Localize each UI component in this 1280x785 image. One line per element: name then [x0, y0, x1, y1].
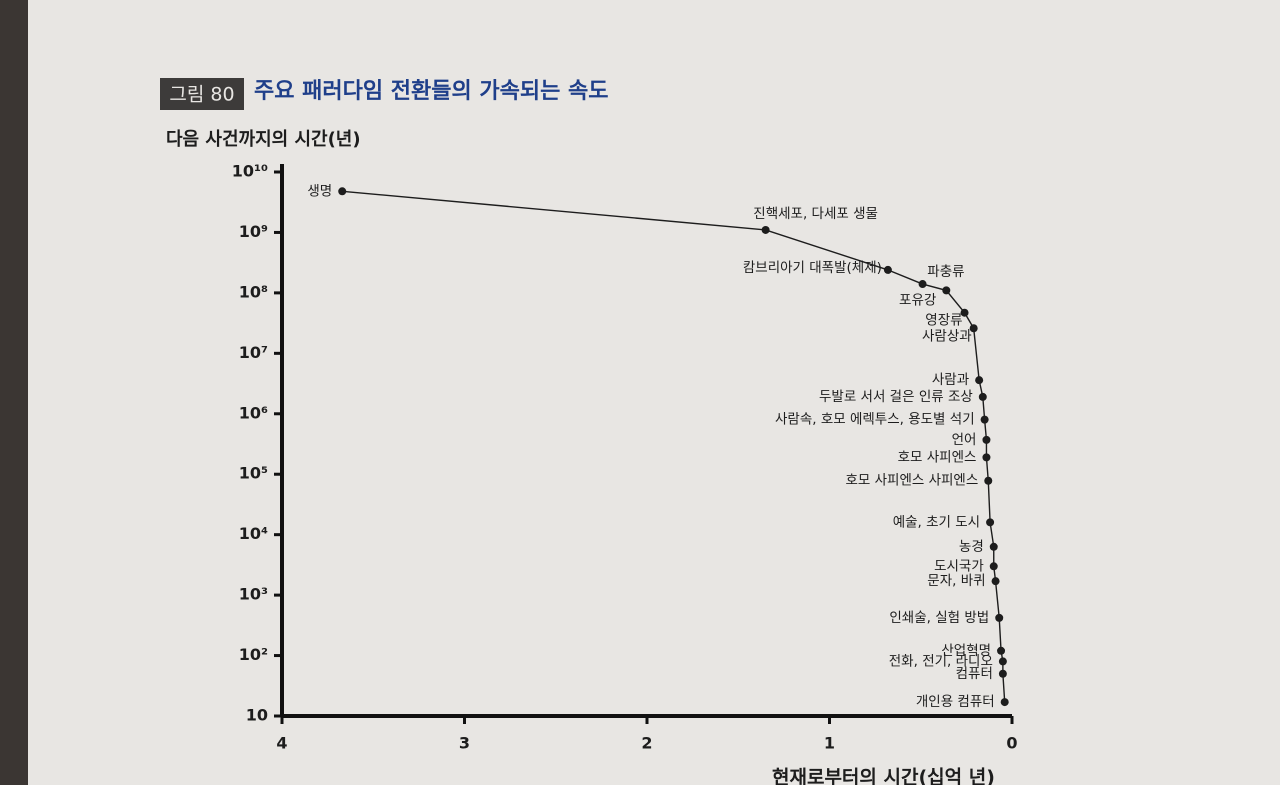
page-paper — [28, 0, 1280, 785]
y-tick-label: 10⁹ — [239, 222, 268, 241]
point-label: 캄브리아기 대폭발(체제) — [743, 260, 882, 276]
y-tick-label: 10¹⁰ — [232, 162, 268, 181]
point-label: 전화, 전기, 라디오 — [889, 653, 993, 669]
y-tick-label: 10⁶ — [239, 403, 268, 422]
chart-title: 주요 패러다임 전환들의 가속되는 속도 — [254, 79, 608, 104]
data-point — [986, 518, 995, 527]
point-label: 사람과 — [932, 372, 969, 388]
y-tick-label: 10⁷ — [239, 343, 268, 362]
data-point — [883, 265, 892, 274]
data-point — [1000, 698, 1009, 707]
point-label: 사람상과 — [922, 328, 972, 344]
point-label: 생명 — [307, 183, 332, 199]
y-tick-label: 10⁸ — [239, 282, 268, 301]
data-point — [978, 392, 987, 401]
y-tick-label: 10 — [246, 706, 268, 725]
point-label: 산업혁명 — [941, 643, 991, 659]
point-label: 컴퓨터 — [956, 666, 993, 682]
y-tick-label: 10⁵ — [239, 464, 268, 483]
data-point — [761, 225, 770, 234]
point-label: 호모 사피엔스 사피엔스 — [845, 473, 978, 489]
data-point — [989, 542, 998, 551]
x-tick-label: 4 — [276, 734, 287, 753]
data-point — [338, 187, 347, 196]
data-point — [991, 577, 1000, 586]
y-tick-label: 10⁴ — [239, 524, 268, 543]
data-point — [980, 415, 989, 424]
data-point — [969, 324, 978, 333]
data-point — [998, 657, 1007, 666]
data-point — [918, 280, 927, 289]
point-label: 농경 — [959, 539, 984, 555]
y-axis-title: 다음 사건까지의 시간(년) — [166, 129, 361, 150]
x-tick-label: 1 — [824, 734, 835, 753]
point-label: 파충류 — [927, 264, 964, 280]
point-label: 인쇄술, 실험 방법 — [889, 610, 989, 626]
data-point — [975, 376, 984, 385]
point-label: 두발로 서서 걸은 인류 조상 — [819, 389, 973, 405]
x-tick-label: 3 — [459, 734, 470, 753]
data-point — [995, 613, 1004, 622]
point-label: 언어 — [952, 432, 977, 448]
x-tick-label: 2 — [641, 734, 652, 753]
data-point — [989, 562, 998, 571]
point-label: 개인용 컴퓨터 — [916, 694, 995, 710]
point-label: 포유강 — [899, 292, 936, 308]
point-label: 사람속, 호모 에렉투스, 용도별 석기 — [775, 412, 975, 428]
figure-badge — [160, 78, 244, 110]
x-axis-title: 현재로부터의 시간(십억 년) — [772, 767, 995, 785]
point-label: 문자, 바퀴 — [927, 573, 985, 589]
data-point — [942, 286, 951, 295]
trend-line — [342, 190, 1006, 703]
y-tick-label: 10² — [239, 645, 268, 664]
data-point — [997, 646, 1006, 655]
point-label: 진핵세포, 다세포 생물 — [753, 206, 878, 222]
data-point — [960, 308, 969, 317]
y-tick-label: 10³ — [239, 585, 268, 604]
data-point — [982, 435, 991, 444]
point-label: 호모 사피엔스 — [898, 449, 977, 465]
data-point — [984, 476, 993, 485]
data-point — [998, 669, 1007, 678]
x-tick-label: 0 — [1006, 734, 1017, 753]
point-label: 도시국가 — [934, 558, 984, 574]
point-label: 예술, 초기 도시 — [893, 514, 980, 530]
point-label: 영장류 — [925, 313, 962, 329]
data-point — [982, 453, 991, 462]
figure-label: 그림 80 — [169, 84, 234, 106]
